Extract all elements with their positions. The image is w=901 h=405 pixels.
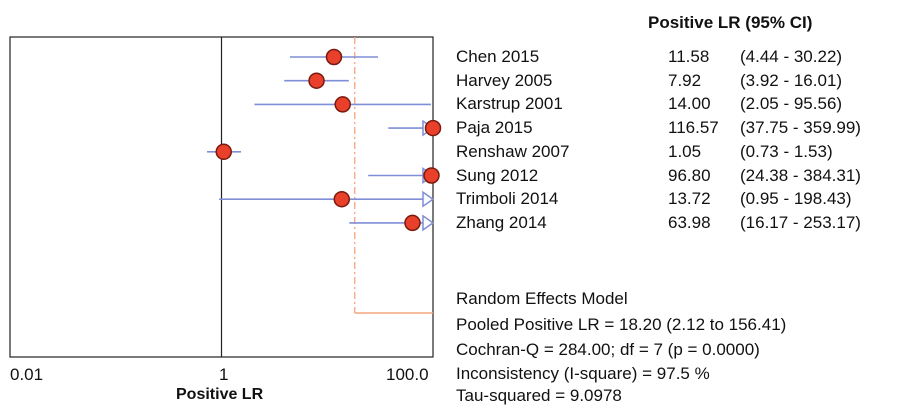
x-axis-title: Positive LR [176, 386, 264, 403]
study-label: Paja 2015 [456, 118, 533, 138]
ci-text: (37.75 - 359.99) [740, 118, 861, 138]
lr-value: 7.92 [668, 70, 702, 90]
lr-value: 11.58 [668, 47, 710, 66]
lr-value: 96.80 [668, 165, 711, 185]
lr-value: 14.00 [668, 94, 711, 114]
summary-cochran: Cochran-Q = 284.00; df = 7 (p = 0.0000) [456, 340, 760, 359]
point-estimate [333, 190, 351, 208]
x-tick-label-max: 100.0 [386, 365, 429, 384]
point-estimate [334, 96, 351, 113]
study-label: Harvey 2005 [456, 70, 553, 90]
study-label: Karstrup 2001 [456, 94, 563, 114]
study-label: Sung 2012 [456, 165, 539, 185]
ci-text: (24.38 - 384.31) [740, 165, 861, 185]
ci-text: (3.92 - 16.01) [740, 70, 843, 90]
point-estimate [423, 167, 440, 184]
ci-text: (2.05 - 95.56) [740, 94, 843, 114]
ci-text: (0.95 - 198.43) [740, 189, 852, 209]
ci-text: (16.17 - 253.17) [740, 212, 861, 232]
ci-arrow [422, 214, 435, 232]
point-estimate [404, 214, 421, 232]
ci-text: (4.44 - 30.22) [740, 47, 843, 66]
study-label: Chen 2015 [456, 47, 540, 66]
x-tick-label-mid: 1 [219, 365, 229, 384]
point-estimate [325, 48, 343, 66]
study-label: Zhang 2014 [456, 212, 547, 232]
point-estimate [424, 119, 442, 137]
summary-pooled: Pooled Positive LR = 18.20 (2.12 to 156.… [456, 315, 787, 334]
study-label: Renshaw 2007 [456, 141, 570, 161]
lr-value: 63.98 [668, 212, 711, 232]
ci-arrow [422, 190, 435, 208]
lr-value: 1.05 [668, 141, 702, 161]
lr-value: 116.57 [668, 118, 719, 138]
summary-model: Random Effects Model [456, 289, 628, 308]
study-label: Trimboli 2014 [456, 189, 559, 209]
ci-text: (0.73 - 1.53) [740, 141, 833, 161]
column-header: Positive LR (95% CI) [648, 13, 813, 32]
lr-value: 13.72 [668, 189, 711, 209]
point-estimate [308, 72, 325, 89]
x-tick-label-min: 0.01 [10, 365, 44, 384]
summary-inconsistency: Inconsistency (I-square) = 97.5 % [456, 364, 710, 383]
summary-tau: Tau-squared = 9.0978 [456, 386, 622, 405]
point-estimate [215, 143, 232, 161]
